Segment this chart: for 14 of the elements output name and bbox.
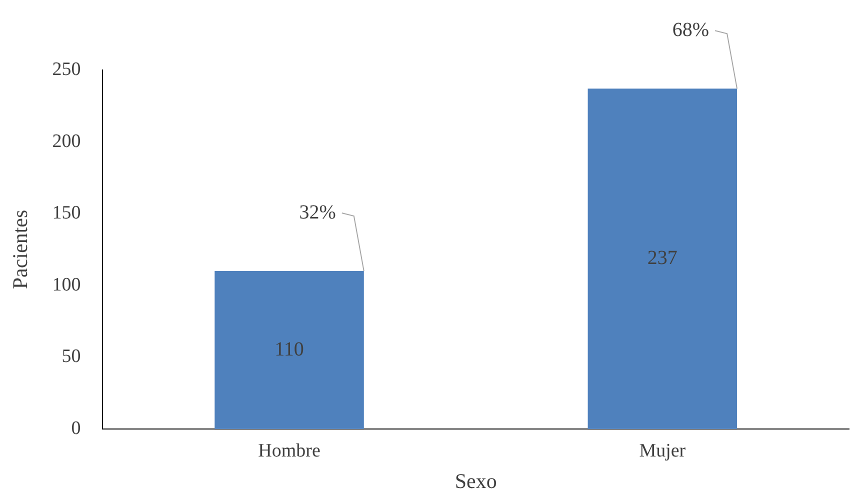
data-label: 110 [274,338,304,360]
x-tick-label: Mujer [639,440,686,462]
y-axis-title: Pacientes [8,210,32,290]
annotation: 68% [672,18,710,41]
y-tick-label: 200 [52,130,81,152]
data-label: 237 [647,247,678,270]
y-tick-label: 250 [52,58,81,80]
annotation: 32% [299,201,336,224]
y-tick-label: 50 [62,346,81,368]
y-tick-label: 100 [52,274,81,296]
y-tick-label: 150 [52,202,81,224]
y-tick-label: 0 [71,418,81,439]
x-tick-label: Hombre [258,440,320,462]
x-axis-title: Sexo [454,468,497,493]
